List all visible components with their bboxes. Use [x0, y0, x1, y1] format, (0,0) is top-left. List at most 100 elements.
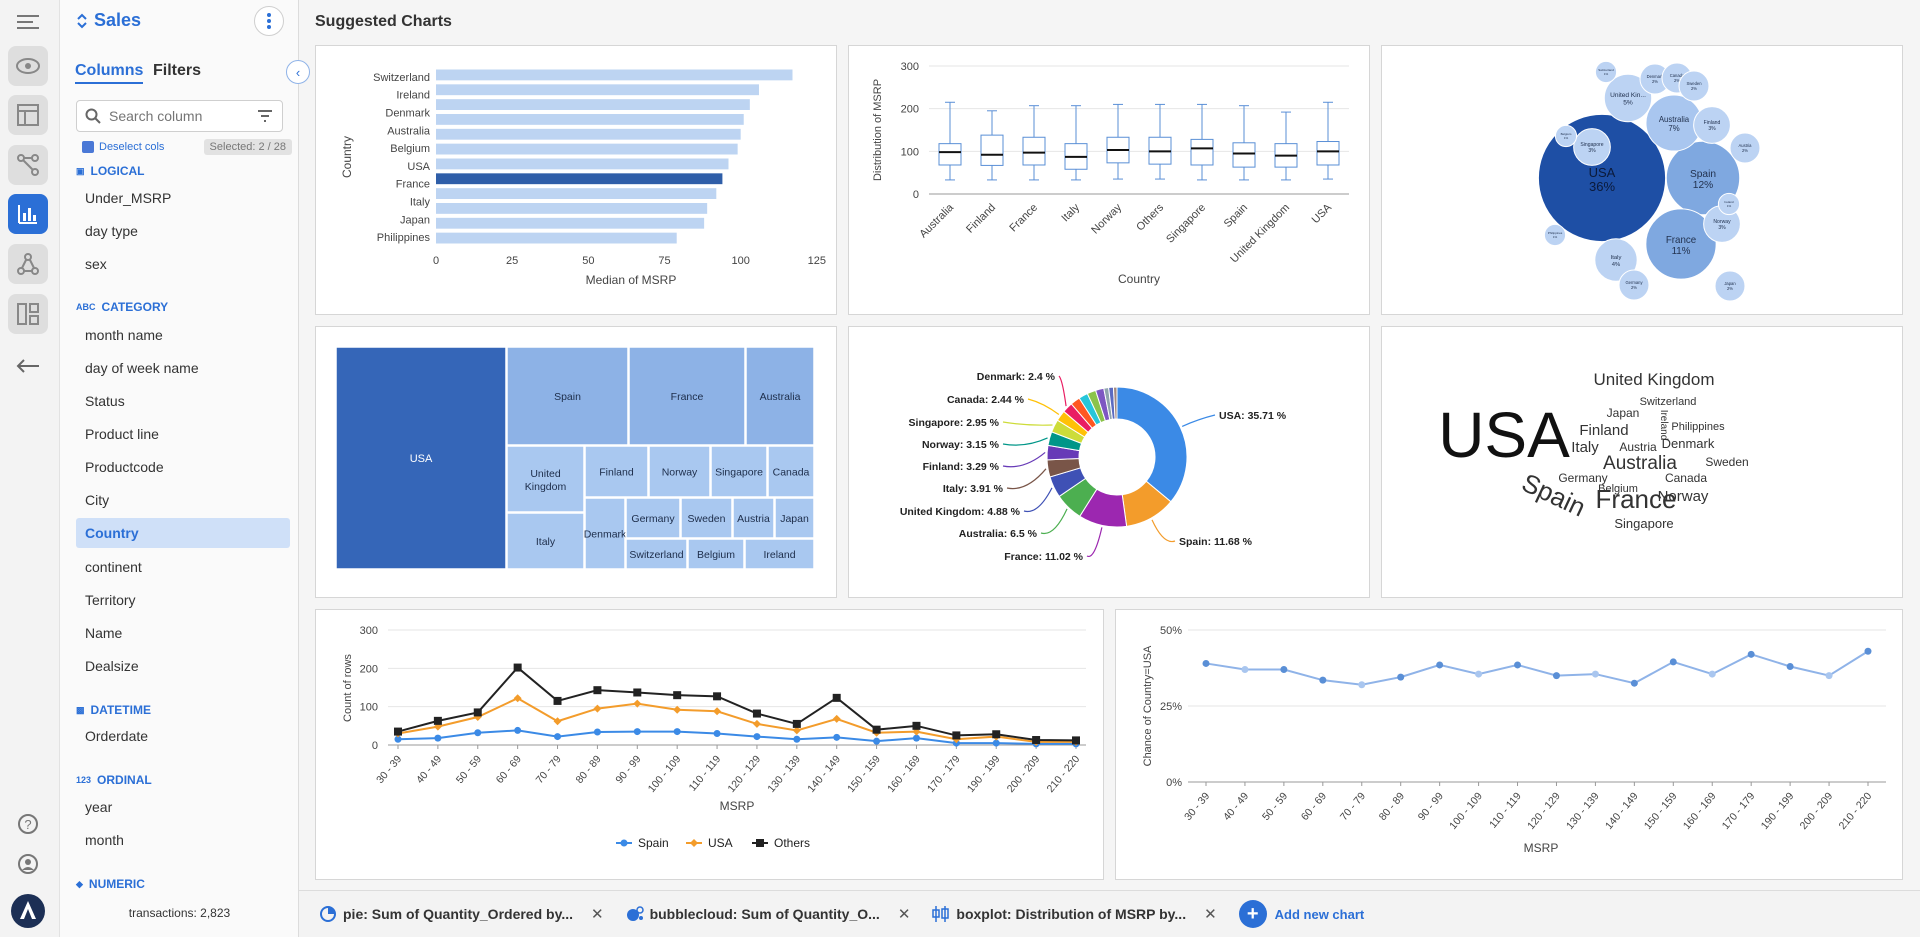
bubble-value: 2%: [1631, 285, 1637, 290]
view-icon[interactable]: [8, 46, 48, 86]
data-point: [1864, 647, 1872, 655]
column-item[interactable]: month name: [85, 327, 163, 343]
box: [1232, 142, 1256, 168]
row-count-footer: transactions: 2,823: [128, 906, 231, 920]
section-datetime: ▩ DATETIME: [76, 703, 151, 717]
y-tick-label: 200: [360, 663, 378, 675]
back-arrow-icon[interactable]: [8, 350, 48, 382]
more-options-button[interactable]: [254, 6, 284, 36]
pie-chart: USA: 35.71 % Spain: 11.68 % France: 11.02 …: [900, 371, 1287, 563]
x-tick-label: 190 - 199: [1759, 790, 1797, 832]
chart-card-line[interactable]: 0 100 200 300 30 - 39 40 - 49 50 - 59 60 - 69 70…: [315, 609, 1104, 880]
section-category: ABC CATEGORY: [76, 300, 168, 314]
data-point: [1630, 679, 1638, 687]
column-item[interactable]: year: [85, 799, 113, 815]
bubble-value: 1%: [1553, 235, 1558, 239]
treemap-label: Japan: [780, 513, 809, 525]
charts-icon[interactable]: [8, 194, 48, 234]
search-column-input[interactable]: [109, 108, 249, 124]
treemap-cell: [506, 512, 585, 570]
series-line: [397, 697, 1076, 743]
filter-icon[interactable]: [257, 110, 273, 122]
word: Australia: [1603, 453, 1677, 474]
y-axis-label: Country: [340, 136, 354, 178]
bubble-value: 1%: [1564, 136, 1569, 140]
dashboard-icon[interactable]: [8, 294, 48, 334]
column-item[interactable]: Orderdate: [85, 728, 149, 744]
data-point: [593, 686, 602, 695]
menu-icon[interactable]: [8, 6, 48, 38]
data-point: [792, 719, 801, 728]
selection-row: Deselect cols Selected: 2 / 28: [82, 139, 292, 155]
data-point: [753, 733, 761, 741]
account-icon[interactable]: [8, 848, 48, 880]
bubble-value: 36%: [1589, 179, 1615, 194]
bar-chart: Switzerland Ireland Denmark Australia Belgiu…: [340, 69, 826, 287]
flow-icon[interactable]: [8, 145, 48, 185]
bar: [436, 173, 723, 185]
chart-card-pie[interactable]: USA: 35.71 % Spain: 11.68 % France: 11.02 …: [848, 326, 1370, 598]
x-tick-label: 30 - 39: [374, 753, 404, 786]
column-item[interactable]: Name: [85, 625, 123, 641]
column-item[interactable]: sex: [85, 256, 107, 272]
column-item[interactable]: Territory: [85, 592, 136, 608]
chart-tab[interactable]: bubblecloud: Sum of Quantity_O... ✕: [626, 905, 911, 923]
y-tick-label: Philippines: [377, 232, 431, 244]
column-item[interactable]: Status: [85, 393, 125, 409]
chart-card-treemap[interactable]: USA Spain France Australia United Kingdom Finl…: [315, 326, 837, 598]
data-point: [1358, 681, 1366, 689]
series-line: [397, 666, 1077, 742]
treemap-label: United: [530, 468, 561, 480]
column-item[interactable]: City: [85, 492, 110, 508]
close-icon[interactable]: ✕: [1204, 906, 1217, 923]
y-axis-label: Count of rows: [342, 654, 354, 722]
pie-slice: [1112, 386, 1118, 420]
tab-filters[interactable]: Filters: [153, 62, 202, 79]
help-icon[interactable]: ?: [8, 808, 48, 840]
data-point: [752, 719, 761, 728]
treemap-label: Denmark: [584, 529, 627, 541]
bar: [436, 232, 677, 244]
x-tick-label: 30 - 39: [1182, 790, 1212, 823]
column-item[interactable]: day of week name: [85, 360, 199, 376]
data-point: [952, 731, 961, 740]
close-icon[interactable]: ✕: [591, 906, 604, 923]
column-item[interactable]: Under_MSRP: [85, 190, 172, 206]
add-new-chart-button[interactable]: + Add new chart: [1238, 900, 1364, 928]
network-icon[interactable]: [8, 244, 48, 284]
word: Denmark: [1662, 436, 1715, 451]
data-point: [1072, 736, 1080, 745]
deselect-cols-button[interactable]: Deselect cols: [82, 141, 164, 153]
chart-tab[interactable]: pie: Sum of Quantity_Ordered by... ✕: [319, 905, 604, 923]
section-title: ORDINAL: [97, 773, 152, 787]
word: Canada: [1665, 471, 1707, 485]
bubble-value: 2%: [1652, 79, 1658, 84]
column-item[interactable]: Productcode: [85, 459, 164, 475]
treemap-label: Finland: [599, 467, 634, 479]
treemap-label: Singapore: [715, 467, 763, 479]
word: USA: [1438, 399, 1570, 471]
x-tick-label: 150 - 159: [845, 753, 883, 795]
chart-card-bar[interactable]: Switzerland Ireland Denmark Australia Belgiu…: [315, 45, 837, 315]
chart-card-wordcloud[interactable]: USA United Kingdom Spain France Australia Fin…: [1381, 326, 1903, 598]
column-item[interactable]: continent: [85, 559, 142, 575]
column-item[interactable]: month: [85, 832, 124, 848]
tab-columns[interactable]: Columns: [75, 62, 144, 84]
dataset-title[interactable]: Sales: [76, 10, 141, 31]
y-tick-label: 0: [372, 740, 378, 752]
y-axis-label: Distribution of MSRP: [872, 79, 884, 181]
series-line: [1205, 650, 1869, 686]
chart-card-boxplot[interactable]: 0 100 200 300 Australia Finland France Italy Nor…: [848, 45, 1370, 315]
collapse-panel-button[interactable]: ‹: [286, 60, 310, 84]
table-layout-icon[interactable]: [8, 95, 48, 135]
column-item[interactable]: day type: [85, 223, 138, 239]
chart-tab[interactable]: boxplot: Distribution of MSRP by... ✕: [932, 905, 1217, 923]
column-item-selected[interactable]: Country: [76, 518, 290, 548]
chart-card-bubblecloud[interactable]: USA 36% Spain 12% France 11% Australia 7% United…: [1381, 45, 1903, 315]
close-icon[interactable]: ✕: [897, 906, 911, 923]
chart-card-probability[interactable]: 0% 25% 50% 30 - 39 40 - 49 50 - 59 60 - 69 70 -…: [1115, 609, 1903, 880]
search-column-field[interactable]: [76, 100, 283, 132]
column-item[interactable]: Dealsize: [85, 658, 139, 674]
treemap-label: Germany: [631, 513, 675, 525]
column-item[interactable]: Product line: [85, 426, 159, 442]
